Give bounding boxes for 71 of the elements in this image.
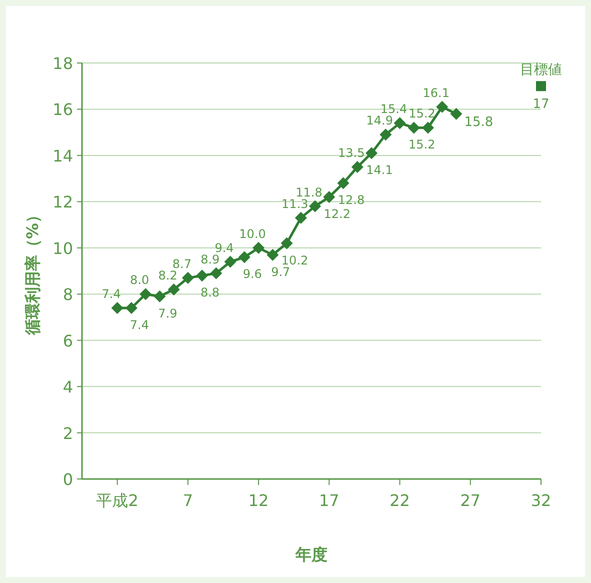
data-label: 7.4 [130, 318, 149, 332]
point [450, 108, 462, 120]
point [252, 242, 265, 254]
data-label: 7.9 [158, 306, 178, 320]
data-label: 7.4 [102, 286, 121, 301]
point [210, 267, 222, 280]
y-tick-label: 10 [52, 238, 73, 258]
x-tick-label: 12 [248, 491, 269, 510]
point [196, 270, 208, 282]
data-label: 14.9 [366, 114, 394, 128]
y-tick-label: 2 [62, 424, 73, 443]
point [154, 290, 166, 302]
point [408, 122, 420, 134]
data-label: 15.2 [408, 138, 436, 152]
point [309, 200, 322, 212]
point [436, 100, 448, 113]
series-label: 目標値 [520, 62, 562, 78]
point [394, 117, 406, 130]
y-tick-label: 8 [62, 285, 73, 304]
y-tick-label: 14 [52, 146, 73, 166]
data-label: 13.5 [338, 146, 365, 160]
x-tick-label: 22 [390, 491, 410, 510]
data-label: 8.8 [200, 286, 220, 300]
data-label: 8.7 [172, 256, 192, 271]
x-tick-label: 17 [318, 491, 340, 510]
point [168, 283, 180, 296]
point [266, 248, 279, 261]
x-tick-label: 27 [460, 491, 481, 510]
x-tick-label: 32 [530, 491, 552, 510]
data-label: 10.0 [239, 226, 266, 241]
point [238, 251, 250, 264]
point [111, 302, 124, 314]
point [294, 212, 307, 224]
point [224, 256, 236, 268]
point [323, 191, 336, 204]
data-label: 9.4 [214, 240, 234, 255]
data-label: 15.4 [380, 102, 408, 116]
y-tick-label: 0 [62, 470, 73, 489]
data-label: 14.1 [366, 163, 393, 178]
point [280, 237, 293, 250]
data-label: 8.2 [158, 268, 178, 282]
data-label: 12.2 [324, 207, 351, 222]
x-tick-label: 7 [182, 491, 194, 510]
point [337, 177, 350, 190]
y-tick-label: 12 [52, 192, 73, 212]
data-label: 11.8 [296, 185, 322, 200]
point [182, 272, 194, 284]
data-label: 15.8 [464, 114, 494, 130]
point [380, 128, 392, 141]
data-label: 15.2 [408, 106, 436, 121]
x-axis-title: 年度 [294, 545, 328, 564]
y-tick-label: 4 [62, 378, 73, 397]
point [366, 147, 378, 160]
data-label: 8.0 [130, 273, 150, 288]
x-tick-label: 平成2 [96, 491, 138, 510]
data-label: 12.8 [338, 193, 365, 208]
point [125, 302, 138, 314]
data-label: 9.6 [242, 267, 262, 282]
data-label: 11.3 [282, 196, 308, 211]
data-label: 17 [532, 97, 550, 112]
point [351, 161, 364, 173]
y-tick-label: 18 [52, 54, 73, 73]
point [422, 122, 434, 134]
data-label: 9.7 [271, 264, 290, 279]
y-axis-title: 循環利用率（%） [23, 206, 42, 336]
data-label: 8.9 [200, 252, 220, 266]
data-label: 10.2 [281, 253, 308, 268]
y-tick-label: 16 [52, 100, 73, 120]
point [140, 288, 152, 300]
data-label: 16.1 [422, 86, 450, 100]
y-tick-label: 6 [62, 331, 73, 350]
